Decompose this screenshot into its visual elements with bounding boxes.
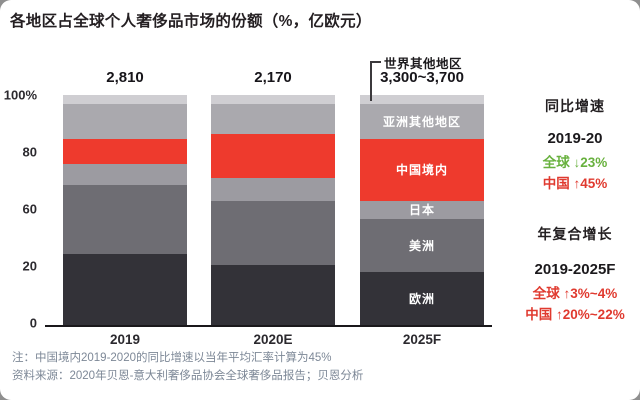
cagr-global-label: 全球 <box>532 286 560 301</box>
segment-europe <box>63 253 187 325</box>
y-axis-tick-20: 20 <box>22 258 37 274</box>
y-axis-tick-100pct: 100% <box>3 87 37 103</box>
stacked-bar-2025F: 亚洲其他地区 中国境内日本美洲欧洲 <box>360 95 484 325</box>
y-axis-tick-60: 60 <box>22 201 37 217</box>
up-arrow-icon: ↑ <box>563 286 571 301</box>
footnote-line-2: 资料来源：2020年贝恩-意大利奢侈品协会全球奢侈品报告；贝恩分析 <box>12 369 364 382</box>
footnotes: 注：中国境内2019-2020的同比增速以当年平均汇率计算为45% 资料来源：2… <box>12 350 363 385</box>
up-arrow-icon: ↑ <box>556 307 563 322</box>
x-axis-line <box>45 325 492 327</box>
segment-japan: 日本 <box>360 200 484 220</box>
bar-total-2020E: 2,170 <box>254 69 292 86</box>
down-arrow-icon: ↓ <box>573 155 581 170</box>
segment-europe <box>211 265 335 325</box>
footnote-line-1: 注：中国境内2019-2020的同比增速以当年平均汇率计算为45% <box>12 352 332 364</box>
up-arrow-icon: ↑ <box>573 176 581 191</box>
yoy-china-label: 中国 <box>542 176 570 191</box>
segment-label-china-mainland: 中国境内 <box>395 163 448 178</box>
cagr-panel: 年复合增长 2019-2025F 全球 ↑3%~4% 中国 ↑20%~22% <box>495 224 640 325</box>
y-axis-tick-80: 80 <box>22 144 37 160</box>
segment-rest-of-asia <box>211 104 335 135</box>
segment-rest-of-world <box>211 95 335 105</box>
segment-label-japan: 日本 <box>408 203 435 218</box>
segment-label-europe: 欧洲 <box>408 292 435 306</box>
yoy-heading: 同比增速 <box>545 98 605 114</box>
plot-area: 100% 80 60 20 0 2,810 2019 2,170 2020E 亚洲其他地区 中国境内… <box>4 69 492 347</box>
cagr-heading: 年复合增长 <box>537 226 613 242</box>
segment-europe: 欧洲 <box>360 272 484 325</box>
segment-japan <box>63 163 187 185</box>
yoy-global-label: 全球 <box>542 155 570 170</box>
yoy-china-row: 中国 ↑45% <box>495 173 640 194</box>
annotation-connector-line <box>370 61 381 101</box>
segment-japan <box>211 177 335 201</box>
bar-total-2019: 2,810 <box>106 69 144 86</box>
segment-label-rest-of-asia: 亚洲其他地区 <box>382 114 461 129</box>
stacked-bar-2020E <box>211 95 335 325</box>
x-axis-label-2020E: 2020E <box>253 332 293 347</box>
cagr-global-value: 3%~4% <box>570 286 618 301</box>
segment-rest-of-world <box>360 95 484 105</box>
segment-americas <box>211 200 335 266</box>
yoy-period: 2019-20 <box>547 130 603 147</box>
segment-china-mainland: 中国境内 <box>360 138 484 201</box>
segment-label-americas: 美洲 <box>408 239 435 254</box>
segment-china-mainland <box>211 134 335 178</box>
yoy-china-value: 45% <box>580 176 608 191</box>
cagr-china-label: 中国 <box>525 307 553 322</box>
cagr-period: 2019-2025F <box>534 261 616 278</box>
stacked-bar-2019 <box>63 95 187 325</box>
annotation-rest-of-world-label: 世界其他地区 <box>384 57 463 71</box>
x-axis-label-2019: 2019 <box>109 332 141 347</box>
yoy-global-value: 23% <box>580 155 608 170</box>
segment-americas <box>63 184 187 254</box>
segment-rest-of-asia: 亚洲其他地区 <box>360 104 484 139</box>
cagr-china-row: 中国 ↑20%~22% <box>495 304 640 325</box>
y-axis-tick-0: 0 <box>29 315 37 331</box>
yoy-global-row: 全球 ↓23% <box>495 152 640 173</box>
cagr-global-row: 全球 ↑3%~4% <box>495 283 640 304</box>
segment-americas: 美洲 <box>360 219 484 273</box>
segment-rest-of-asia <box>63 104 187 139</box>
bar-total-2025F: 3,300~3,700 <box>380 69 464 86</box>
cagr-china-value: 20%~22% <box>562 307 625 322</box>
segment-china-mainland <box>63 138 187 164</box>
chart-title: 各地区占全球个人奢侈品市场的份额（%，亿欧元） <box>10 13 372 30</box>
x-axis-label-2025F: 2025F <box>402 332 442 347</box>
yoy-growth-panel: 同比增速 2019-20 全球 ↓23% 中国 ↑45% <box>495 96 640 194</box>
segment-rest-of-world <box>63 95 187 105</box>
